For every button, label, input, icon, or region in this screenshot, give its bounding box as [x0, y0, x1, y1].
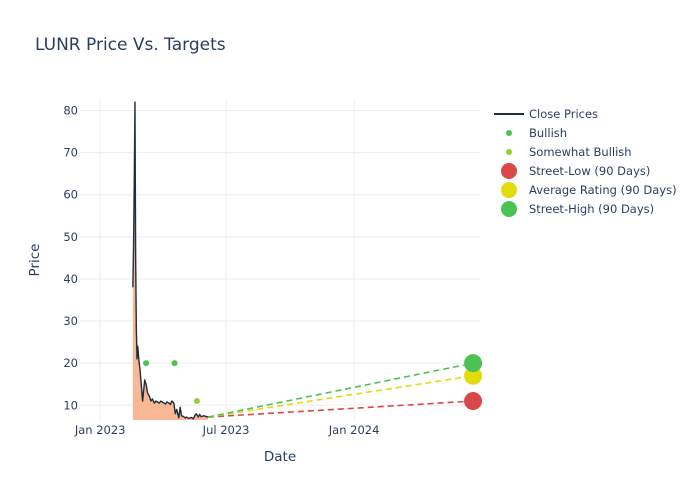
legend-label: Bullish [529, 126, 567, 140]
close-price-layer [132, 101, 209, 420]
legend-symbol [506, 130, 512, 136]
y-tick-label: 10 [63, 398, 78, 412]
legend-symbol [501, 163, 517, 179]
legend-symbol [506, 149, 512, 155]
y-tick-label: 50 [63, 230, 78, 244]
x-tick-label: Jan 2023 [74, 423, 126, 437]
y-tick-label: 60 [63, 188, 78, 202]
y-tick-label: 70 [63, 146, 78, 160]
chart-title: LUNR Price Vs. Targets [35, 35, 226, 55]
rating-markers-layer [143, 360, 200, 405]
legend-symbol [501, 201, 517, 217]
target-marker-street-high [464, 354, 483, 373]
target-line-street-high [207, 362, 474, 418]
legend-label: Street-High (90 Days) [529, 202, 654, 216]
rating-point-bullish [143, 360, 150, 367]
y-tick-label: 40 [63, 272, 78, 286]
target-markers-layer [464, 354, 483, 411]
x-tick-label: Jul 2023 [202, 423, 250, 437]
close-price-line [132, 101, 209, 420]
x-tick-label: Jan 2024 [328, 423, 380, 437]
rating-point-bullish [171, 360, 178, 367]
legend-item[interactable]: Somewhat Bullish [506, 145, 632, 159]
legend-label: Average Rating (90 Days) [529, 183, 677, 197]
y-axis-ticks: 10 20 30 40 50 60 70 80 [63, 104, 78, 413]
y-tick-label: 20 [63, 356, 78, 370]
target-line-average [207, 374, 474, 418]
legend-item[interactable]: Close Prices [494, 107, 598, 121]
x-axis-ticks: Jan 2023 Jul 2023 Jan 2024 [74, 423, 380, 437]
legend-label: Close Prices [529, 107, 598, 121]
legend-symbol [501, 182, 517, 198]
y-tick-label: 80 [63, 104, 78, 118]
target-marker-average [464, 366, 483, 385]
legend[interactable]: Close Prices Bullish Somewhat Bullish Stree… [494, 107, 677, 217]
y-axis-title: Price [27, 244, 43, 277]
legend-label: Street-Low (90 Days) [529, 164, 650, 178]
target-line-street-low [207, 400, 474, 418]
target-lines-layer [207, 362, 474, 418]
close-price-area [132, 102, 208, 421]
target-marker-street-low [464, 392, 483, 411]
price-area-layer [132, 102, 208, 421]
legend-item[interactable]: Bullish [506, 126, 567, 140]
legend-item[interactable]: Average Rating (90 Days) [501, 182, 677, 198]
legend-item[interactable]: Street-Low (90 Days) [501, 163, 650, 179]
x-axis-title: Date [264, 449, 296, 465]
legend-item[interactable]: Street-High (90 Days) [501, 201, 654, 217]
legend-label: Somewhat Bullish [529, 145, 632, 159]
y-tick-label: 30 [63, 314, 78, 328]
rating-point-somewhat-bullish [193, 398, 200, 405]
